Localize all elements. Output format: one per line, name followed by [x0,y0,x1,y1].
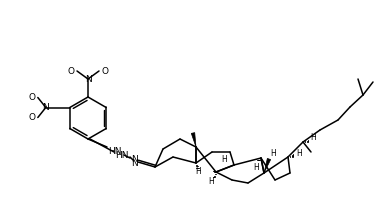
Text: H: H [208,178,214,186]
Text: O: O [28,113,35,122]
Text: HN: HN [108,148,122,156]
Text: O: O [28,93,35,102]
Text: H: H [310,133,316,143]
Text: O: O [68,66,74,76]
Text: N: N [132,158,138,168]
Text: H: H [270,148,276,158]
Polygon shape [191,133,196,147]
Text: H: H [296,148,302,158]
Text: O: O [102,66,109,76]
Text: H: H [221,155,227,163]
Polygon shape [264,158,271,173]
Text: H: H [195,168,201,176]
Text: H: H [253,163,259,173]
Text: N: N [42,103,49,112]
Text: N: N [85,74,91,84]
Text: HN: HN [115,151,129,159]
Text: N: N [130,156,137,164]
